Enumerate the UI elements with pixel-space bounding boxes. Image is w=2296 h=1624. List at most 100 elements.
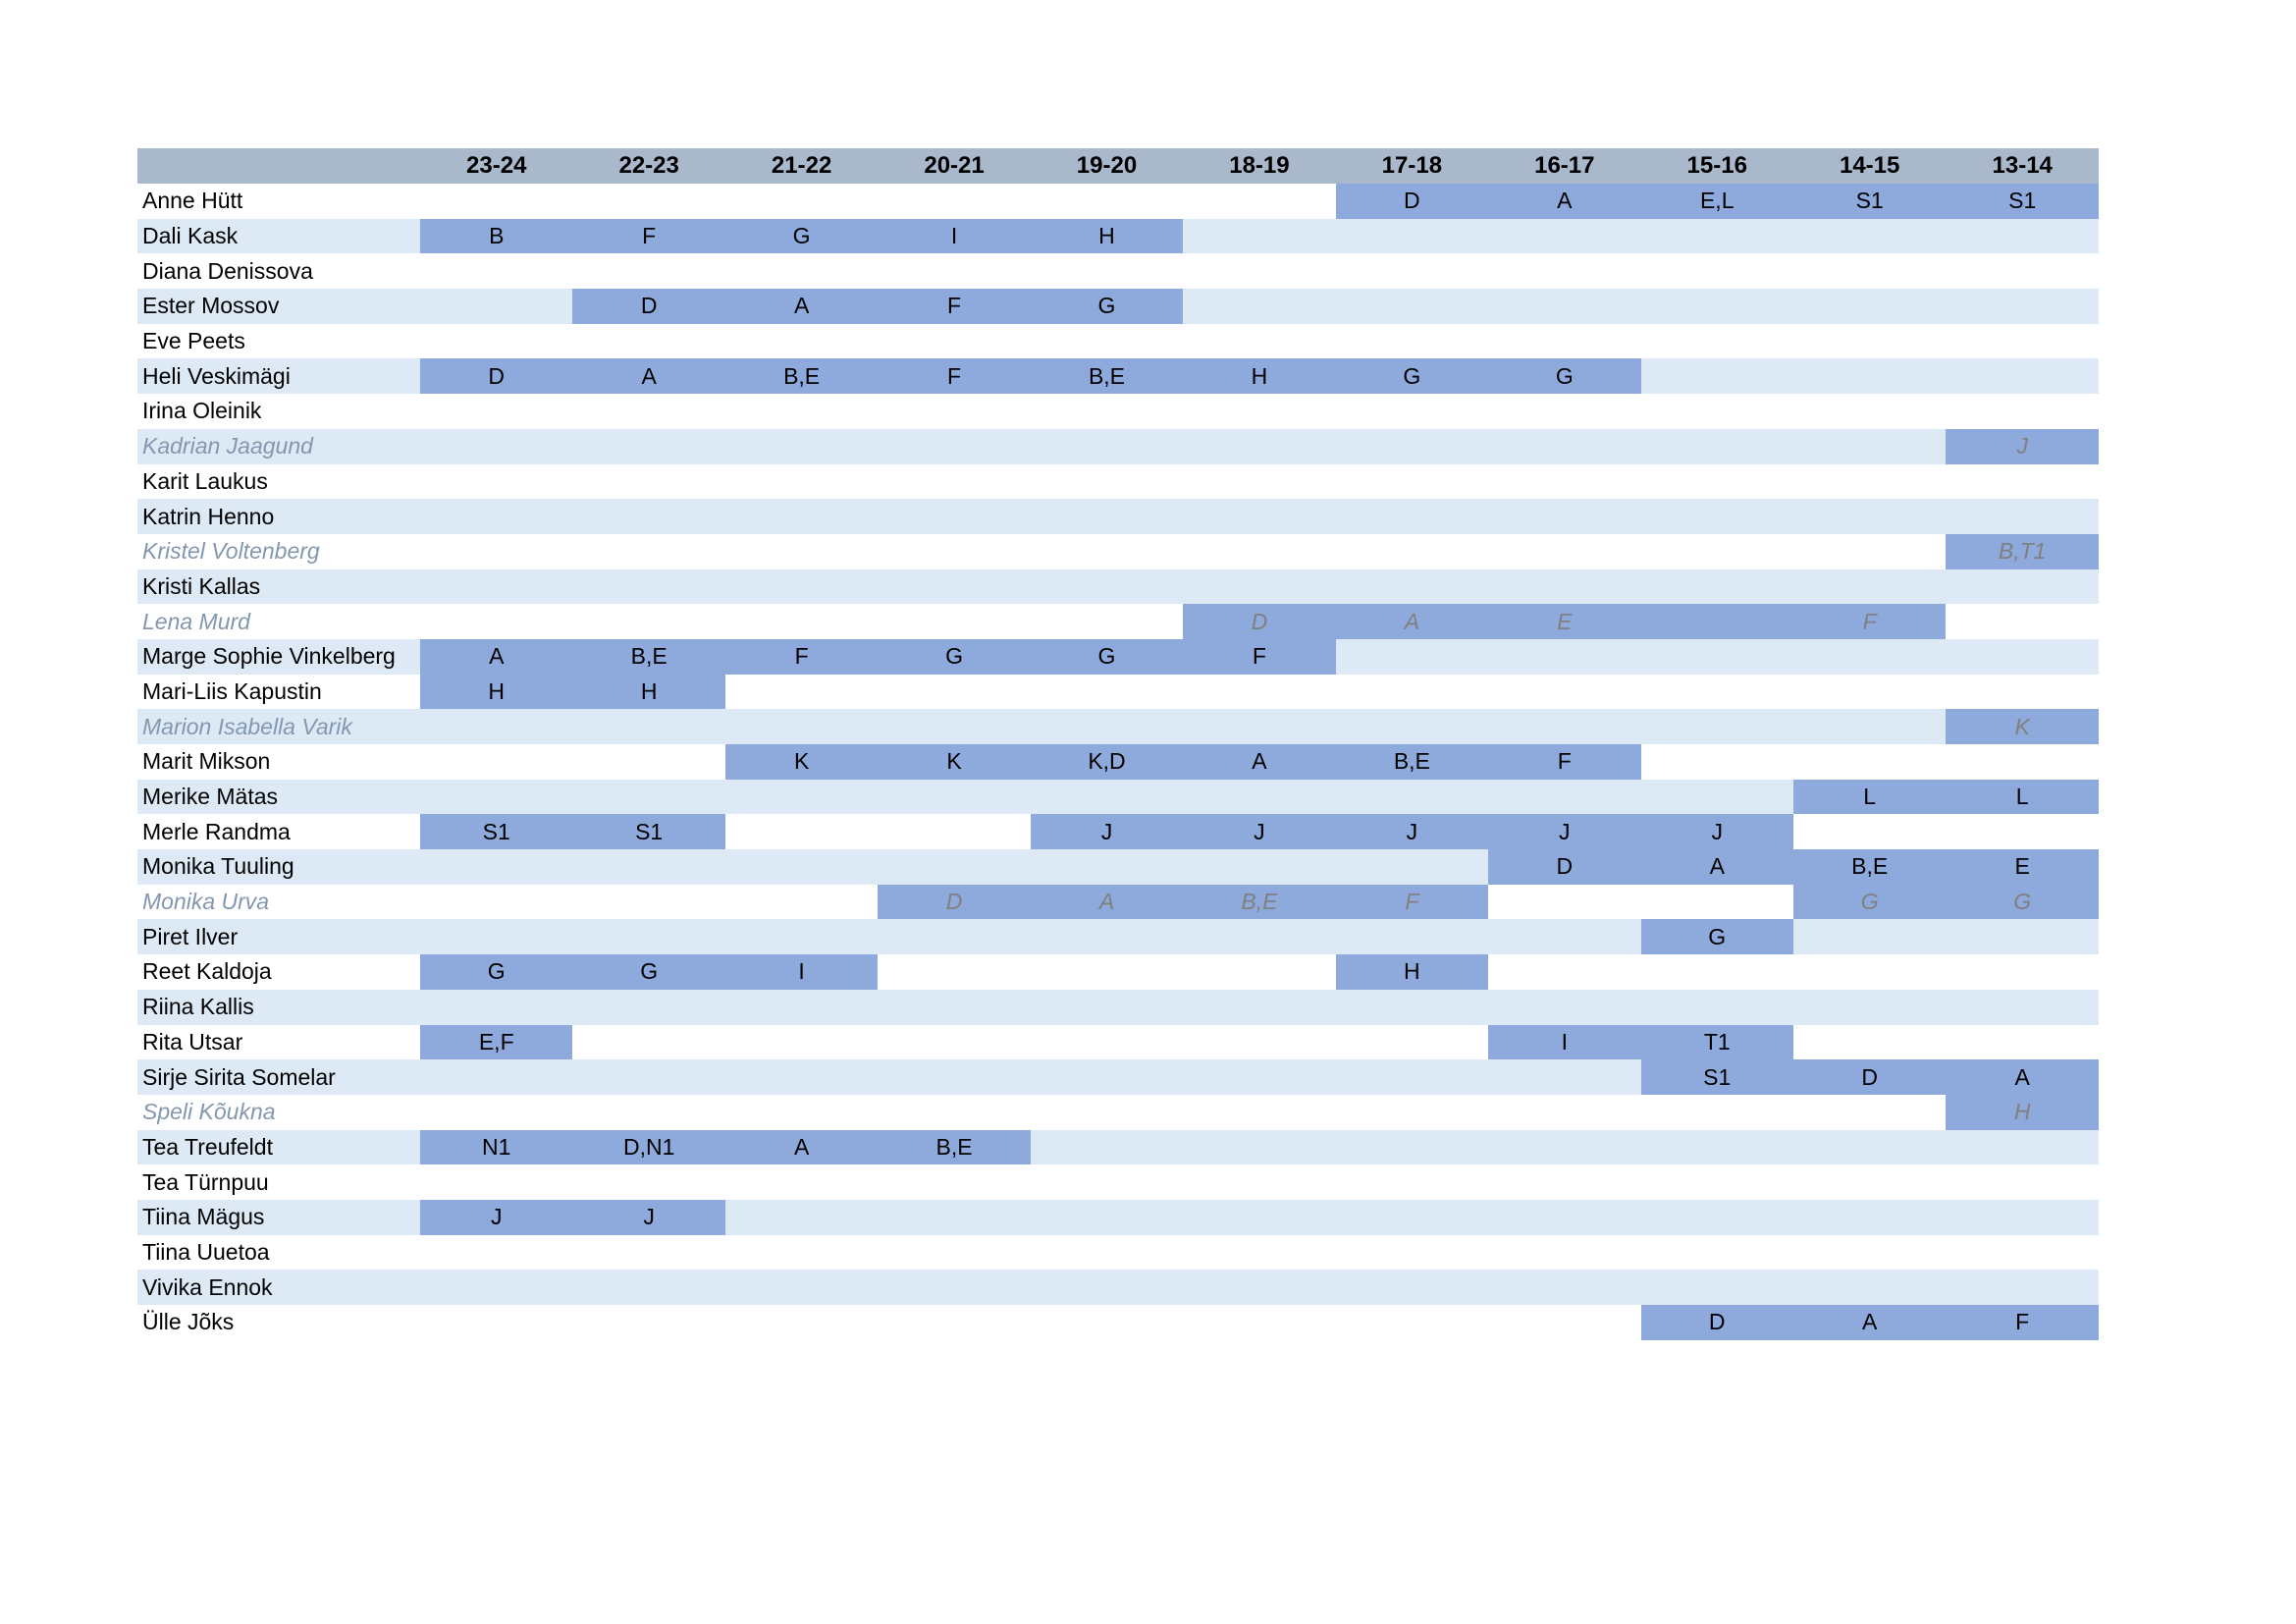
season-cell: A <box>1183 744 1336 780</box>
empty-cell <box>1488 1305 1641 1340</box>
person-name: Eve Peets <box>137 323 421 359</box>
empty-cell <box>1792 533 1947 569</box>
season-cell: J <box>1640 814 1793 850</box>
empty-cell <box>1792 744 1947 780</box>
person-name: Marge Sophie Vinkelberg <box>137 638 421 675</box>
season-cell: L <box>1792 779 1947 815</box>
empty-cell <box>878 814 1031 850</box>
empty-cell <box>1335 989 1489 1025</box>
empty-cell <box>1488 568 1641 605</box>
empty-cell <box>1640 1094 1793 1130</box>
empty-cell <box>572 1164 725 1200</box>
season-cell: G <box>1792 884 1947 920</box>
empty-cell <box>724 1094 879 1130</box>
empty-cell <box>1792 954 1947 990</box>
person-name: Kristel Voltenberg <box>137 533 421 569</box>
empty-cell <box>878 568 1031 605</box>
table-row: Karit Laukus <box>137 463 2099 500</box>
empty-cell <box>1335 919 1489 955</box>
empty-cell <box>1030 849 1184 885</box>
empty-cell <box>878 779 1031 815</box>
empty-cell <box>1183 394 1336 429</box>
person-name: Irina Oleinik <box>137 394 421 429</box>
empty-cell <box>572 1305 725 1340</box>
empty-cell <box>1183 463 1336 500</box>
empty-cell <box>1640 499 1793 534</box>
person-name: Tea Treufeldt <box>137 1129 421 1165</box>
empty-cell <box>1030 323 1184 359</box>
season-header: 20-21 <box>878 148 1031 184</box>
season-cell: T1 <box>1640 1024 1793 1060</box>
empty-cell <box>724 709 879 744</box>
season-cell: F <box>878 358 1031 395</box>
season-cell: G <box>1488 358 1641 395</box>
empty-cell <box>1335 638 1489 675</box>
empty-cell <box>1335 463 1489 500</box>
person-name: Ester Mossov <box>137 289 421 324</box>
empty-cell <box>1640 358 1793 395</box>
person-name: Merle Randma <box>137 814 421 850</box>
empty-cell <box>1792 1094 1947 1130</box>
empty-cell <box>1640 1129 1793 1165</box>
empty-cell <box>1183 1305 1336 1340</box>
empty-cell <box>572 709 725 744</box>
season-header: 19-20 <box>1030 148 1184 184</box>
empty-cell <box>878 709 1031 744</box>
table-row: Marion Isabella Varik K <box>137 709 2099 744</box>
empty-cell <box>878 1270 1031 1305</box>
empty-cell <box>1183 709 1336 744</box>
empty-cell <box>1183 428 1336 464</box>
empty-cell <box>878 1024 1031 1060</box>
empty-cell <box>1183 1164 1336 1200</box>
empty-cell <box>1488 919 1641 955</box>
empty-cell <box>420 428 573 464</box>
empty-cell <box>1030 779 1184 815</box>
season-cell: F <box>724 638 879 675</box>
table-row: Tea Türnpuu <box>137 1164 2099 1200</box>
season-cell: G <box>1030 638 1184 675</box>
empty-cell <box>420 604 573 639</box>
empty-cell <box>1792 814 1947 850</box>
empty-cell <box>1792 218 1947 254</box>
season-cell: I <box>724 954 879 990</box>
empty-cell <box>1488 638 1641 675</box>
empty-cell <box>1183 1234 1336 1271</box>
empty-cell <box>420 1234 573 1271</box>
season-cell: G <box>572 954 725 990</box>
season-cell: B,E <box>1183 884 1336 920</box>
empty-cell <box>1640 218 1793 254</box>
empty-cell <box>1183 849 1336 885</box>
table-row: Anne Hütt D A E,L S1 S1 <box>137 184 2099 219</box>
empty-cell <box>1030 674 1184 710</box>
empty-cell <box>724 253 879 290</box>
empty-cell <box>572 533 725 569</box>
season-cell: L <box>1946 779 2099 815</box>
table-row: Kristel Voltenberg B,T1 <box>137 533 2099 569</box>
empty-cell <box>1640 568 1793 605</box>
empty-cell <box>1640 533 1793 569</box>
empty-cell <box>572 989 725 1025</box>
empty-cell <box>1946 568 2099 605</box>
empty-cell <box>572 1094 725 1130</box>
table-row: Ester Mossov D A F G <box>137 289 2099 324</box>
season-cell: I <box>878 218 1031 254</box>
empty-cell <box>1640 884 1793 920</box>
table-row: Marit Mikson K K K,D A B,E F <box>137 744 2099 780</box>
empty-cell <box>1030 1094 1184 1130</box>
empty-cell <box>572 779 725 815</box>
table-row: Diana Denissova <box>137 253 2099 290</box>
empty-cell <box>878 954 1031 990</box>
person-name: Tea Türnpuu <box>137 1164 421 1200</box>
empty-cell <box>1640 253 1793 290</box>
empty-cell <box>1335 1094 1489 1130</box>
empty-cell <box>1335 674 1489 710</box>
empty-cell <box>1183 1094 1336 1130</box>
empty-cell <box>1335 849 1489 885</box>
season-cell: G <box>724 218 879 254</box>
empty-cell <box>1792 1234 1947 1271</box>
season-cell: G <box>1335 358 1489 395</box>
empty-cell <box>1488 1270 1641 1305</box>
empty-cell <box>1640 989 1793 1025</box>
empty-cell <box>420 919 573 955</box>
empty-cell <box>724 1059 879 1095</box>
